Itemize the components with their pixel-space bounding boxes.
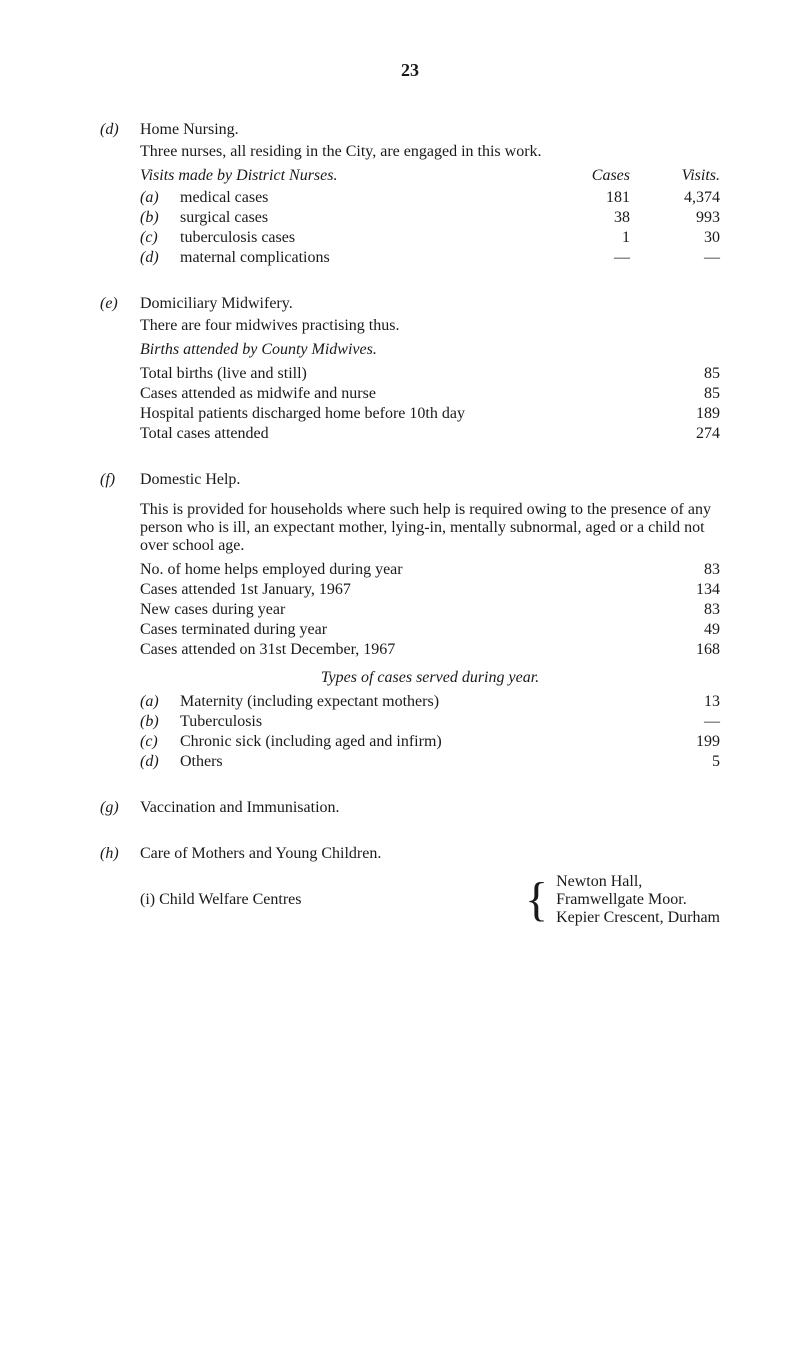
row-text: medical cases — [180, 189, 550, 207]
item-num: 189 — [640, 405, 720, 423]
list-item: Total births (live and still) 85 — [140, 365, 720, 383]
types-title: Types of cases served during year. — [140, 669, 720, 687]
item-text: Hospital patients discharged home before… — [140, 405, 640, 423]
item-text: Cases terminated during year — [140, 621, 640, 639]
row-label: (a) — [140, 693, 180, 711]
item-num: 49 — [640, 621, 720, 639]
welfare-place: Framwellgate Moor. — [556, 891, 720, 909]
table-row: (d) Others 5 — [140, 753, 720, 771]
section-e-intro: There are four midwives practising thus. — [140, 317, 720, 335]
table-header-text: Visits made by District Nurses. — [140, 167, 550, 185]
row-text: Chronic sick (including aged and infirm) — [180, 733, 640, 751]
table-row: (a) Maternity (including expectant mothe… — [140, 693, 720, 711]
item-text: Total births (live and still) — [140, 365, 640, 383]
section-f-label: (f) — [100, 471, 140, 489]
welfare-place: Kepier Crescent, Durham — [556, 909, 720, 927]
item-num: 134 — [640, 581, 720, 599]
list-item: Cases attended 1st January, 1967 134 — [140, 581, 720, 599]
section-f-intro: This is provided for households where su… — [140, 501, 720, 555]
list-item: New cases during year 83 — [140, 601, 720, 619]
row-text: tuberculosis cases — [180, 229, 550, 247]
row-num: 199 — [640, 733, 720, 751]
item-num: 83 — [640, 561, 720, 579]
list-item: No. of home helps employed during year 8… — [140, 561, 720, 579]
row-label: (c) — [140, 733, 180, 751]
table-row: (b) surgical cases 38 993 — [140, 209, 720, 227]
welfare-centres-row: (i) Child Welfare Centres { Newton Hall,… — [140, 873, 720, 927]
row-cases: 38 — [550, 209, 630, 227]
row-text: surgical cases — [180, 209, 550, 227]
section-d-title: Home Nursing. — [140, 121, 720, 139]
section-e-label: (e) — [100, 295, 140, 313]
section-f-title: Domestic Help. — [140, 471, 720, 489]
list-item: Hospital patients discharged home before… — [140, 405, 720, 423]
section-g-title: Vaccination and Immunisation. — [140, 799, 720, 817]
page-number: 23 — [100, 60, 720, 81]
list-item: Cases attended on 31st December, 1967 16… — [140, 641, 720, 659]
item-num: 85 — [640, 365, 720, 383]
row-text: Tuberculosis — [180, 713, 640, 731]
item-num: 85 — [640, 385, 720, 403]
section-f: (f) Domestic Help. This is provided for … — [100, 471, 720, 771]
row-visits: 993 — [630, 209, 720, 227]
row-visits: 30 — [630, 229, 720, 247]
brace-icon: { — [525, 876, 548, 924]
row-label: (c) — [140, 229, 180, 247]
section-g-label: (g) — [100, 799, 140, 817]
table-row: (d) maternal complications — — — [140, 249, 720, 267]
welfare-places: Newton Hall, Framwellgate Moor. Kepier C… — [556, 873, 720, 927]
list-item: Cases terminated during year 49 — [140, 621, 720, 639]
list-item: Cases attended as midwife and nurse 85 — [140, 385, 720, 403]
welfare-place: Newton Hall, — [556, 873, 720, 891]
item-text: Cases attended 1st January, 1967 — [140, 581, 640, 599]
row-text: Others — [180, 753, 640, 771]
section-d-intro: Three nurses, all residing in the City, … — [140, 143, 720, 161]
section-h-label: (h) — [100, 845, 140, 863]
row-text: Maternity (including expectant mothers) — [180, 693, 640, 711]
item-num: 274 — [640, 425, 720, 443]
item-text: No. of home helps employed during year — [140, 561, 640, 579]
row-label: (d) — [140, 753, 180, 771]
table-row: (a) medical cases 181 4,374 — [140, 189, 720, 207]
row-label: (b) — [140, 209, 180, 227]
item-num: 83 — [640, 601, 720, 619]
row-cases: 1 — [550, 229, 630, 247]
row-visits: 4,374 — [630, 189, 720, 207]
row-cases: 181 — [550, 189, 630, 207]
item-text: Cases attended as midwife and nurse — [140, 385, 640, 403]
section-g: (g) Vaccination and Immunisation. — [100, 799, 720, 817]
row-label: (a) — [140, 189, 180, 207]
row-visits: — — [630, 249, 720, 267]
item-num: 168 — [640, 641, 720, 659]
section-h: (h) Care of Mothers and Young Children. … — [100, 845, 720, 927]
row-num: 5 — [640, 753, 720, 771]
item-text: Cases attended on 31st December, 1967 — [140, 641, 640, 659]
table-row: (c) Chronic sick (including aged and inf… — [140, 733, 720, 751]
section-d-label: (d) — [100, 121, 140, 139]
section-e-title: Domiciliary Midwifery. — [140, 295, 720, 313]
section-d: (d) Home Nursing. Three nurses, all resi… — [100, 121, 720, 267]
welfare-item-label: (i) Child Welfare Centres — [140, 891, 517, 909]
document-page: 23 (d) Home Nursing. Three nurses, all r… — [0, 0, 800, 1015]
row-cases: — — [550, 249, 630, 267]
table-row: (b) Tuberculosis — — [140, 713, 720, 731]
section-h-title: Care of Mothers and Young Children. — [140, 845, 720, 863]
item-text: New cases during year — [140, 601, 640, 619]
row-label: (b) — [140, 713, 180, 731]
section-e: (e) Domiciliary Midwifery. There are fou… — [100, 295, 720, 443]
table-row: (c) tuberculosis cases 1 30 — [140, 229, 720, 247]
section-e-subtitle: Births attended by County Midwives. — [140, 341, 720, 359]
row-text: maternal complications — [180, 249, 550, 267]
row-num: — — [640, 713, 720, 731]
row-label: (d) — [140, 249, 180, 267]
item-text: Total cases attended — [140, 425, 640, 443]
table-header-visits: Visits. — [630, 167, 720, 185]
list-item: Total cases attended 274 — [140, 425, 720, 443]
table-header-cases: Cases — [550, 167, 630, 185]
row-num: 13 — [640, 693, 720, 711]
